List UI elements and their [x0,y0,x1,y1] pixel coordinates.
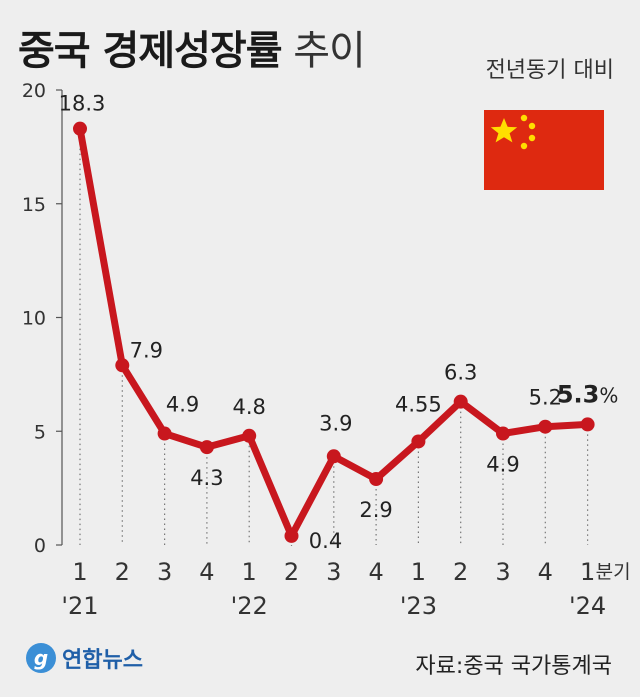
title-light: 추이 [293,28,366,74]
data-point [115,358,130,373]
logo-text: 연합뉴스 [62,648,143,673]
x-tick-label: 4 [538,558,553,586]
y-tick-label: 0 [34,535,46,557]
data-label: 6.3 [444,361,477,385]
data-point [157,426,172,441]
data-point [538,419,553,434]
data-label: 2.9 [359,498,392,522]
data-label: 4.9 [486,453,519,477]
data-label-unit: % [599,383,618,407]
x-axis: 1 2 3 4 1 2 3 4 1 2 3 4 1 분기'21'22'23'24 [61,558,630,620]
y-tick-label: 20 [22,80,46,102]
data-point [242,428,257,443]
x-year-label: '21 [61,592,98,620]
data-label: 0.4 [309,529,342,553]
data-point [199,440,214,455]
x-tick-label: 3 [495,558,510,586]
data-label: 5.2 [529,386,562,410]
source-note: 자료:중국 국가통계국 [415,654,612,679]
title-main: 중국 경제성장률 [18,28,283,74]
data-label: 18.3 [59,92,106,116]
x-tick-label: 4 [199,558,214,586]
data-point [411,434,426,449]
data-point [580,417,595,432]
series-layer [73,121,595,543]
data-point [369,472,384,487]
x-tick-label: 2 [453,558,468,586]
data-labels: 18.3 7.9 4.9 4.3 4.8 0.4 3.9 2.9 4.556.3 4.9 5.25.… [59,92,619,553]
data-point [326,449,341,464]
x-tick-label: 4 [368,558,383,586]
x-tick-label: 2 [115,558,130,586]
x-tick-label: 1 [242,558,257,586]
data-point [284,528,299,543]
x-year-label: '23 [400,592,437,620]
guide-lines [79,138,589,546]
data-point [453,394,468,409]
data-point [73,121,87,136]
x-year-label: '24 [569,592,606,620]
china-flag-icon [484,110,604,190]
data-label: 4.3 [190,466,223,490]
data-label: 5.3% [557,380,619,408]
logo-mark-icon: g [26,643,56,673]
data-label: 4.9 [166,393,199,417]
data-label: 3.9 [319,411,352,435]
x-tick-label: 3 [326,558,341,586]
x-tick-label: 2 [284,558,299,586]
x-unit-label: 분기 [596,561,631,583]
y-tick-label: 15 [22,194,46,216]
x-tick-label: 3 [157,558,172,586]
y-tick-label: 10 [22,308,46,330]
x-tick-label: 1 [72,558,87,586]
data-label: 4.8 [232,395,265,419]
data-point [496,426,510,441]
page-title: 중국 경제성장률 추이 [18,18,366,76]
x-tick-label: 1 [411,558,426,586]
data-label: 7.9 [130,338,163,362]
y-tick-label: 5 [34,421,46,443]
data-label: 4.55 [395,392,442,416]
y-axis: 0 5 10 15 20 [22,80,63,557]
x-year-label: '22 [231,592,268,620]
x-tick-label: 1 [580,558,595,586]
subtitle: 전년동기 대비 [485,58,614,83]
yonhap-logo: g 연합뉴스 [26,642,143,674]
